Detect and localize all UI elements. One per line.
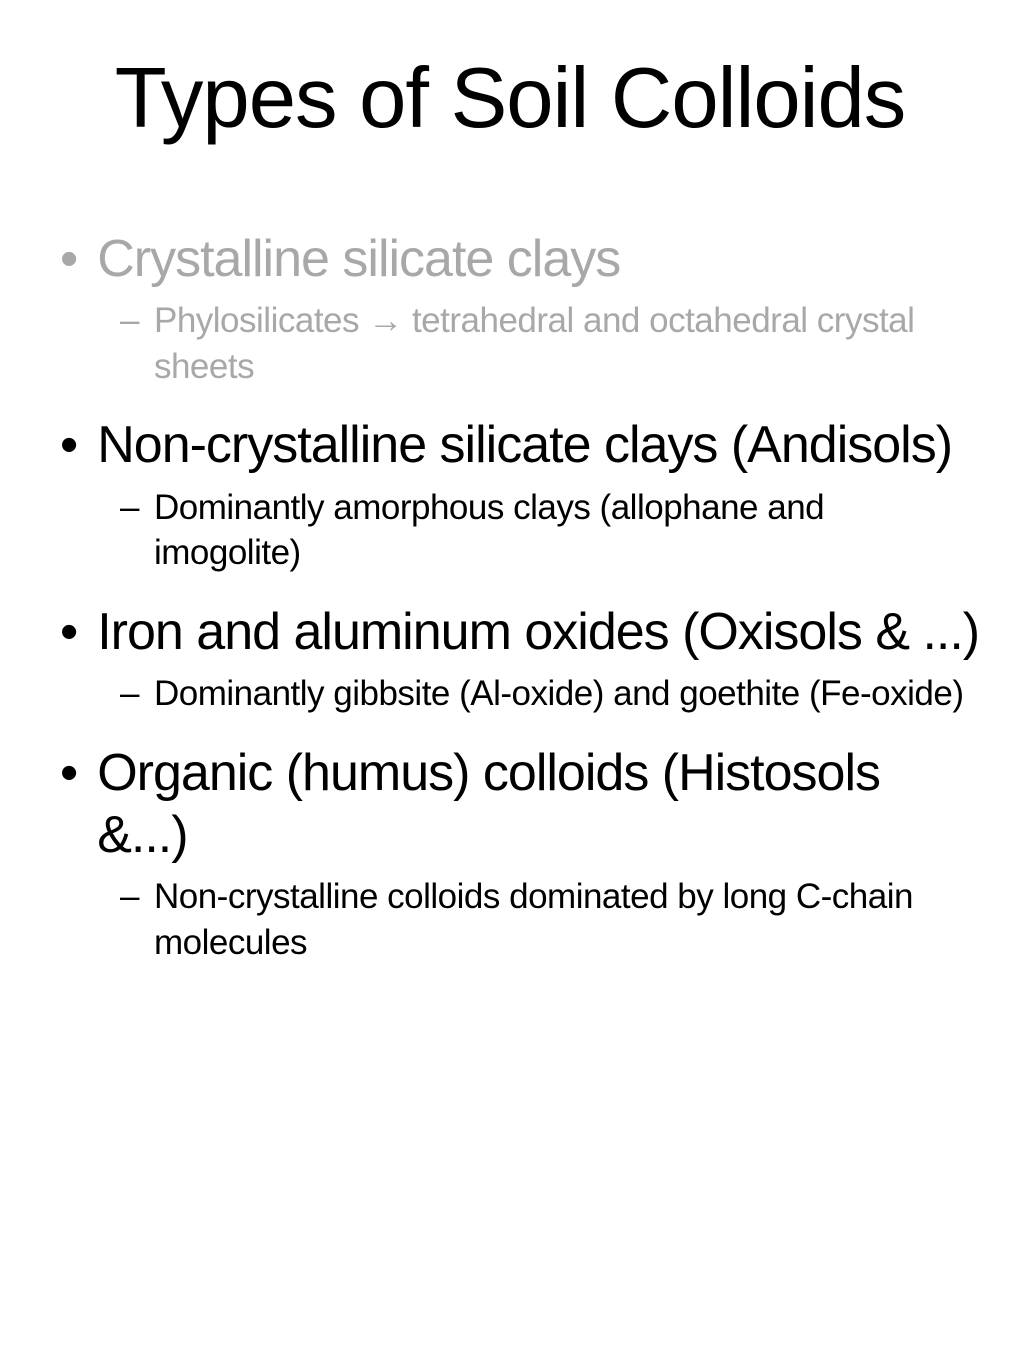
bullet-main-text-2: Iron and aluminum oxides (Oxisols & ...)	[97, 601, 979, 663]
bullet-main-2: • Iron and aluminum oxides (Oxisols & ..…	[60, 601, 980, 663]
bullet-item-3: • Organic (humus) colloids (Histosols &.…	[60, 742, 980, 966]
bullet-sub-0: – Phylosilicates → tetrahedral and octah…	[120, 298, 980, 389]
bullet-main-text-3: Organic (humus) colloids (Histosols &...…	[97, 742, 980, 867]
bullet-sub-1: – Dominantly amorphous clays (allophane …	[120, 485, 980, 576]
bullet-item-2: • Iron and aluminum oxides (Oxisols & ..…	[60, 601, 980, 717]
slide-content: • Crystalline silicate clays – Phylosili…	[40, 228, 980, 965]
bullet-main-text-1: Non-crystalline silicate clays (Andisols…	[97, 414, 952, 476]
slide-title: Types of Soil Colloids	[40, 50, 980, 148]
bullet-main-3: • Organic (humus) colloids (Histosols &.…	[60, 742, 980, 867]
dash-icon: –	[120, 485, 139, 531]
bullet-item-0: • Crystalline silicate clays – Phylosili…	[60, 228, 980, 389]
bullet-sub-text-0: Phylosilicates → tetrahedral and octahed…	[154, 298, 980, 389]
bullet-item-1: • Non-crystalline silicate clays (Andiso…	[60, 414, 980, 575]
slide-container: Types of Soil Colloids • Crystalline sil…	[0, 0, 1020, 1361]
dash-icon: –	[120, 298, 139, 344]
bullet-dot-icon: •	[60, 601, 77, 663]
bullet-main-1: • Non-crystalline silicate clays (Andiso…	[60, 414, 980, 476]
bullet-sub-3: – Non-crystalline colloids dominated by …	[120, 874, 980, 965]
bullet-main-0: • Crystalline silicate clays	[60, 228, 980, 290]
dash-icon: –	[120, 874, 139, 920]
bullet-sub-text-1: Dominantly amorphous clays (allophane an…	[154, 485, 980, 576]
bullet-sub-text-3: Non-crystalline colloids dominated by lo…	[154, 874, 980, 965]
dash-icon: –	[120, 671, 139, 717]
bullet-dot-icon: •	[60, 228, 77, 290]
bullet-dot-icon: •	[60, 742, 77, 804]
bullet-dot-icon: •	[60, 414, 77, 476]
bullet-sub-text-2: Dominantly gibbsite (Al-oxide) and goeth…	[154, 671, 964, 717]
bullet-main-text-0: Crystalline silicate clays	[97, 228, 620, 290]
bullet-sub-2: – Dominantly gibbsite (Al-oxide) and goe…	[120, 671, 980, 717]
